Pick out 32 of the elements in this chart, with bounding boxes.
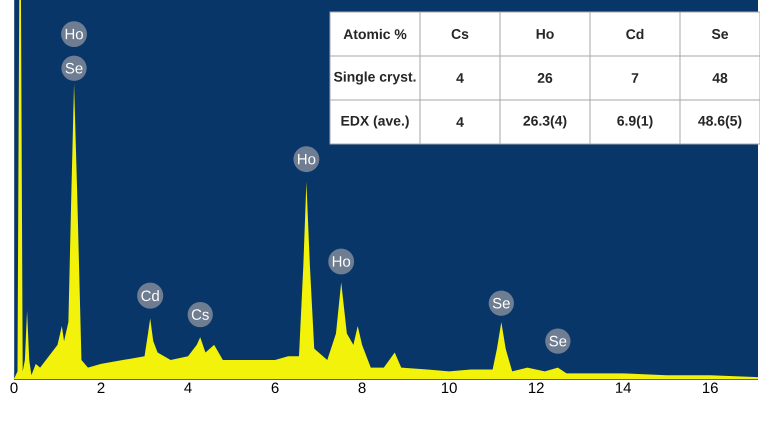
annotation: 4 xyxy=(456,73,464,83)
annotation: 48.6(5) xyxy=(698,115,742,128)
annotation: Ho xyxy=(66,28,83,40)
x-tick-label: 12 xyxy=(528,382,544,393)
annotation: Atomic % xyxy=(344,28,406,40)
x-tick-label: 2 xyxy=(98,382,104,393)
x-tick-label: 4 xyxy=(184,382,192,393)
annotation: Ho xyxy=(298,154,316,164)
annotation: 6.9(1) xyxy=(617,115,653,128)
annotation: 26.3(4) xyxy=(523,115,566,128)
annotation: EDX (ave.) xyxy=(341,115,409,128)
annotation: 4 xyxy=(456,117,464,127)
annotation: Se xyxy=(712,29,728,39)
annotation: 7 xyxy=(632,73,638,83)
annotation: Se xyxy=(549,336,566,346)
annotation: Cd xyxy=(141,290,159,302)
annotation: Cs xyxy=(452,29,468,39)
x-tick-label: 6 xyxy=(272,382,279,394)
annotation: Se xyxy=(66,62,83,74)
annotation: Cs xyxy=(192,309,209,320)
x-tick-label: 16 xyxy=(702,382,718,394)
annotation: Single cryst. xyxy=(334,71,416,85)
x-tick-label: 14 xyxy=(616,382,632,393)
x-tick-label: 10 xyxy=(442,382,457,394)
annotation: Se xyxy=(492,298,510,308)
annotation: Cd xyxy=(626,28,644,40)
x-tick-label: 8 xyxy=(358,382,366,394)
x-tick-label: 0 xyxy=(10,382,18,394)
annotation: 26 xyxy=(538,73,552,83)
annotation: 48 xyxy=(712,73,728,83)
annotation: Ho xyxy=(332,256,350,267)
annotation: Ho xyxy=(536,29,554,39)
